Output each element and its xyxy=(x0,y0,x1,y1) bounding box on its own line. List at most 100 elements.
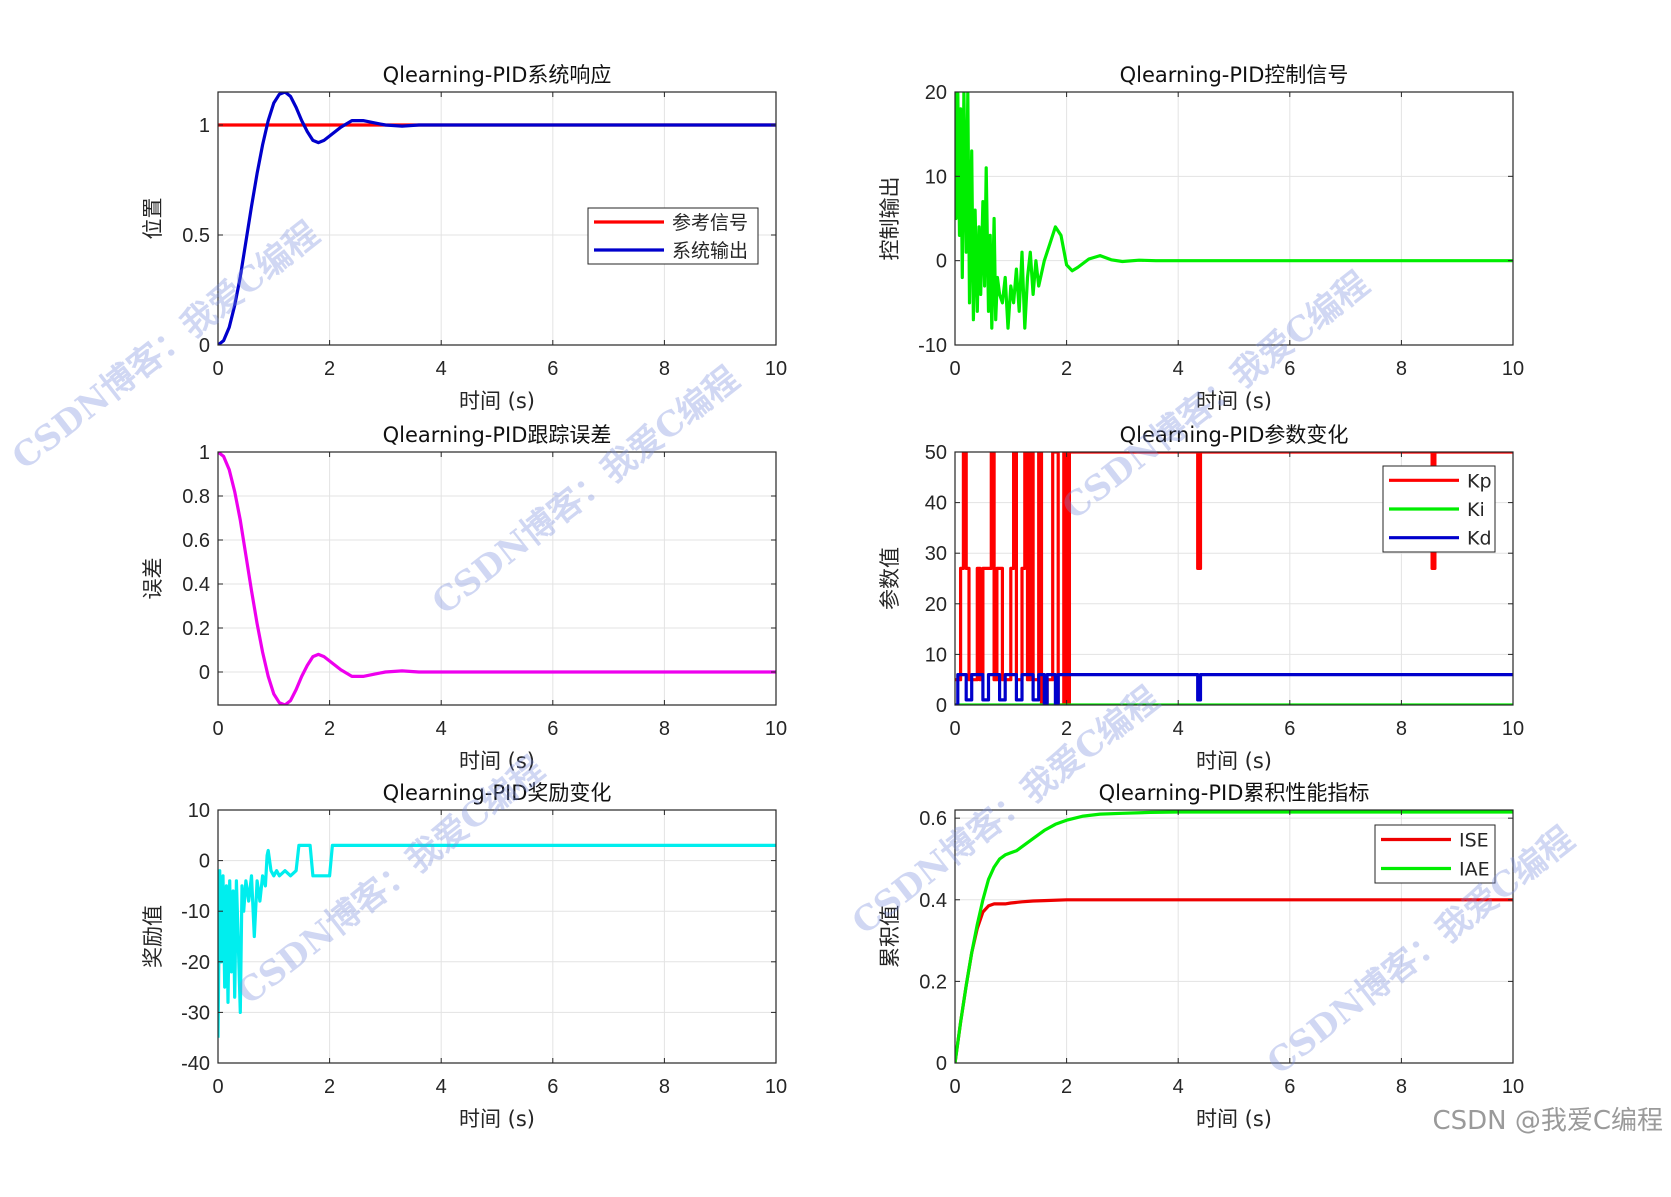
legend-label-系统输出: 系统输出 xyxy=(672,240,748,262)
x-tick-label: 10 xyxy=(765,1076,787,1098)
y-tick-label: -20 xyxy=(181,952,210,974)
y-axis-label: 位置 xyxy=(141,198,165,240)
x-tick-label: 0 xyxy=(212,718,223,740)
axes-box xyxy=(217,91,777,346)
x-tick-label: 4 xyxy=(436,718,447,740)
y-tick-label: 0 xyxy=(936,1053,947,1075)
x-tick-label: 10 xyxy=(1502,1076,1524,1098)
series-line-误差 xyxy=(218,452,776,705)
y-tick-label: 0.2 xyxy=(919,971,947,993)
y-tick-label: -40 xyxy=(181,1053,210,1075)
x-tick-label: 8 xyxy=(1396,718,1407,740)
legend-label-ISE: ISE xyxy=(1459,830,1489,852)
x-tick-label: 6 xyxy=(1284,718,1295,740)
x-tick-label: 10 xyxy=(1502,358,1524,380)
y-tick-label: 50 xyxy=(925,442,947,464)
y-axis-label: 累积值 xyxy=(878,905,902,968)
x-tick-label: 6 xyxy=(547,358,558,380)
y-tick-label: 0 xyxy=(936,695,947,717)
y-tick-label: 20 xyxy=(925,82,947,104)
x-tick-label: 4 xyxy=(1173,358,1184,380)
y-tick-label: 1 xyxy=(199,442,210,464)
x-tick-label: 2 xyxy=(1061,1076,1072,1098)
y-axis-label: 误差 xyxy=(141,558,165,600)
y-tick-label: 0 xyxy=(199,335,210,357)
y-tick-label: -30 xyxy=(181,1002,210,1024)
x-tick-label: 2 xyxy=(324,718,335,740)
x-tick-label: 6 xyxy=(547,718,558,740)
legend-box xyxy=(587,207,759,265)
x-tick-label: 0 xyxy=(949,1076,960,1098)
x-tick-label: 8 xyxy=(659,1076,670,1098)
y-tick-label: 40 xyxy=(925,493,947,515)
x-tick-label: 8 xyxy=(1396,358,1407,380)
legend: Kp Ki Kd xyxy=(1382,465,1496,553)
x-tick-label: 10 xyxy=(765,718,787,740)
y-tick-label: 0.8 xyxy=(182,486,210,508)
x-axis-label: 时间 (s) xyxy=(1196,749,1272,773)
x-tick-label: 6 xyxy=(1284,358,1295,380)
y-tick-label: -10 xyxy=(918,335,947,357)
legend-label-Kd: Kd xyxy=(1467,528,1492,550)
y-axis-label: 奖励值 xyxy=(141,905,165,968)
chart-error: 0 2 4 6 8 10 0 0.2 0.4 0.6 0.8 1 Qlearning-PID跟踪误差时间… xyxy=(141,423,787,773)
y-tick-label: 0.6 xyxy=(182,530,210,552)
legend-label-Ki: Ki xyxy=(1467,499,1485,521)
x-tick-label: 0 xyxy=(212,1076,223,1098)
legend-label-IAE: IAE xyxy=(1459,859,1490,881)
y-tick-label: 0.5 xyxy=(182,225,210,247)
x-tick-label: 6 xyxy=(1284,1076,1295,1098)
axes-box xyxy=(217,451,777,706)
footer-credit: CSDN @我爱C编程 xyxy=(1432,1106,1663,1136)
x-tick-label: 2 xyxy=(324,358,335,380)
y-tick-label: 0 xyxy=(199,851,210,873)
x-tick-label: 4 xyxy=(436,358,447,380)
chart-title: Qlearning-PID跟踪误差 xyxy=(383,423,612,447)
y-tick-label: 20 xyxy=(925,594,947,616)
legend: ISE IAE xyxy=(1374,824,1496,884)
plot-area xyxy=(218,452,776,705)
x-tick-label: 4 xyxy=(436,1076,447,1098)
x-tick-label: 10 xyxy=(1502,718,1524,740)
axes-box xyxy=(954,91,1514,346)
axes-box xyxy=(954,451,1514,706)
y-tick-label: 0 xyxy=(936,251,947,273)
x-axis-label: 时间 (s) xyxy=(459,389,535,413)
x-tick-label: 2 xyxy=(1061,358,1072,380)
x-axis-label: 时间 (s) xyxy=(1196,389,1272,413)
y-tick-label: -10 xyxy=(181,901,210,923)
y-axis-label: 参数值 xyxy=(878,547,902,610)
chart-title: Qlearning-PID参数变化 xyxy=(1120,423,1349,447)
y-tick-label: 10 xyxy=(925,644,947,666)
legend-box xyxy=(1374,824,1496,884)
series-line-系统输出 xyxy=(218,92,776,345)
legend-label-参考信号: 参考信号 xyxy=(672,212,748,234)
axes-box xyxy=(217,809,777,1064)
x-axis-label: 时间 (s) xyxy=(459,749,535,773)
plot-area xyxy=(955,92,1513,345)
x-axis-label: 时间 (s) xyxy=(459,1107,535,1131)
y-tick-label: 0.2 xyxy=(182,618,210,640)
x-tick-label: 0 xyxy=(949,358,960,380)
chart-title: Qlearning-PID控制信号 xyxy=(1120,63,1349,87)
y-tick-label: 0.4 xyxy=(919,890,947,912)
chart-title: Qlearning-PID累积性能指标 xyxy=(1099,781,1370,805)
chart-reward: 0 2 4 6 8 10 -40 -30 -20 -10 0 10 Qlearning-PID奖励变化时… xyxy=(141,781,787,1131)
plot-area xyxy=(218,810,776,1063)
y-tick-label: 10 xyxy=(925,166,947,188)
series-line-Kp xyxy=(955,452,1513,705)
x-tick-label: 8 xyxy=(659,718,670,740)
series-line-控制输出 xyxy=(955,92,1513,330)
x-tick-label: 2 xyxy=(324,1076,335,1098)
axes-box xyxy=(954,809,1514,1064)
y-tick-label: 0.4 xyxy=(182,574,210,596)
y-tick-label: 0.6 xyxy=(919,808,947,830)
chart-title: Qlearning-PID系统响应 xyxy=(383,63,612,87)
series-line-Kd xyxy=(955,672,1513,705)
